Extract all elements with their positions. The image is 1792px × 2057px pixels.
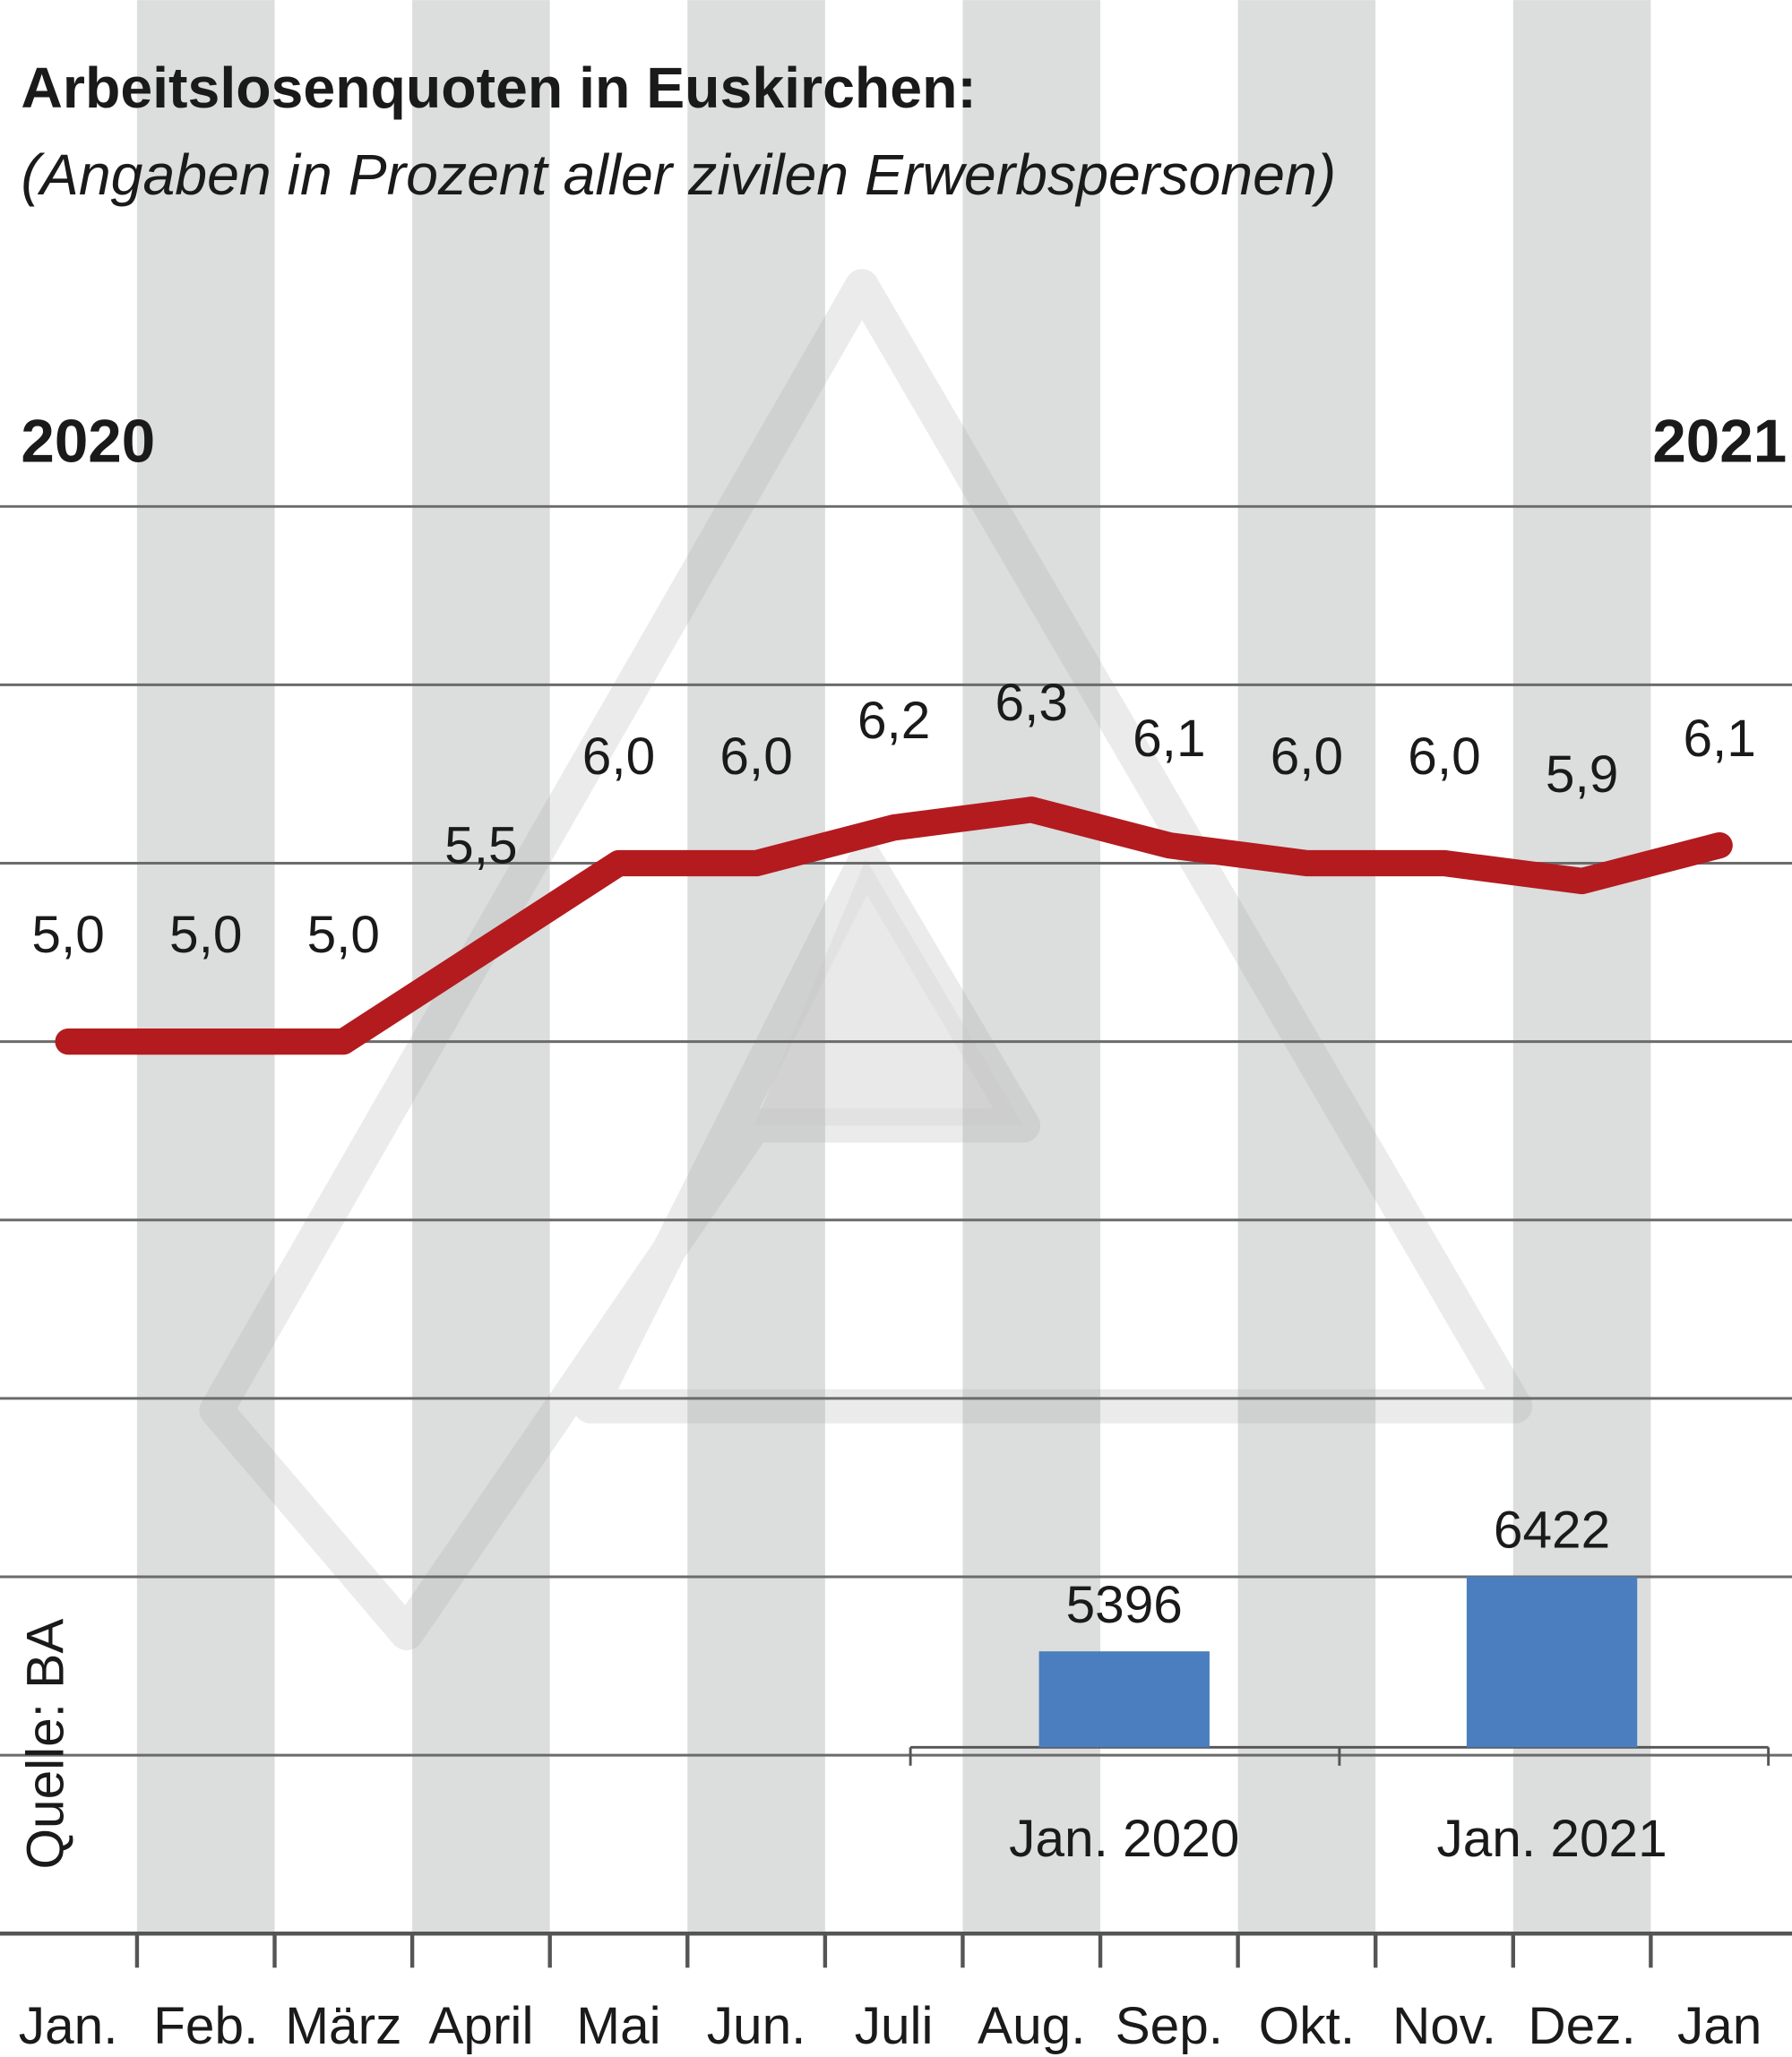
x-tick-label: Jan (1677, 1997, 1762, 2055)
column-stripe (136, 0, 275, 1934)
x-tick-label: Jun. (707, 1997, 806, 2055)
data-label: 5,0 (307, 906, 380, 964)
x-tick-label: März (285, 1997, 401, 2055)
column-stripe (687, 0, 825, 1934)
x-tick-label: Okt. (1259, 1997, 1355, 2055)
watermark-logo (199, 269, 1533, 1650)
x-axis: Jan. Feb. März April Mai Jun. Juli Aug. Sep. Okt.… (0, 1932, 1792, 2055)
x-tick-label: Sep. (1116, 1997, 1223, 2055)
inset-bar-value: 5396 (1066, 1576, 1183, 1634)
column-stripe (1237, 0, 1376, 1934)
inset-bar (1038, 1651, 1210, 1748)
column-stripe (962, 0, 1101, 1934)
x-tick-label: Feb. (153, 1997, 258, 2055)
x-tick-label: April (428, 1997, 533, 2055)
data-label: 6,1 (1683, 710, 1755, 768)
inset-bar-value: 6422 (1494, 1501, 1610, 1559)
data-label: 5,9 (1546, 745, 1618, 804)
year-start-label: 2020 (21, 408, 155, 475)
x-tick-label: Dez. (1528, 1997, 1635, 2055)
data-label: 6,0 (1408, 727, 1480, 786)
logo-inner-triangle (754, 859, 1024, 1126)
series-line-path (55, 796, 1733, 1055)
data-label: 5,5 (444, 817, 517, 875)
data-labels: 5,0 5,0 5,0 5,5 6,0 6,0 6,2 6,3 6,1 6,0 6,0 5,9 6,1 (31, 674, 1755, 964)
column-stripes (136, 0, 1651, 1934)
source-label: Quelle: BA (16, 1619, 74, 1870)
data-label: 6,0 (582, 727, 655, 786)
inset-bar-chart: 5396 Jan. 2020 6422 Jan. 2021 (909, 1501, 1770, 1868)
x-tick-label: Aug. (978, 1997, 1085, 2055)
inset-bar-category: Jan. 2021 (1436, 1810, 1667, 1868)
data-label: 6,0 (719, 727, 792, 786)
data-label: 6,2 (857, 692, 930, 750)
x-tick-label: Jan. (19, 1997, 118, 2055)
inset-bar-category: Jan. 2020 (1009, 1810, 1239, 1868)
data-label: 6,1 (1133, 710, 1205, 768)
series-line (55, 796, 1733, 1055)
data-label: 6,0 (1271, 727, 1343, 786)
data-label: 5,0 (169, 906, 242, 964)
logo-outer-triangle (199, 269, 1533, 1650)
chart-subtitle: (Angaben in Prozent aller zivilen Erwerb… (21, 142, 1336, 207)
data-label: 5,0 (31, 906, 104, 964)
year-end-label: 2021 (1652, 408, 1787, 475)
x-tick-label: Juli (855, 1997, 934, 2055)
data-label: 6,3 (995, 674, 1068, 732)
chart-title: Arbeitslosenquoten in Euskirchen: (21, 56, 976, 120)
inset-bar (1466, 1576, 1638, 1748)
x-tick-label: Mai (576, 1997, 660, 2055)
x-tick-label: Nov. (1392, 1997, 1496, 2055)
